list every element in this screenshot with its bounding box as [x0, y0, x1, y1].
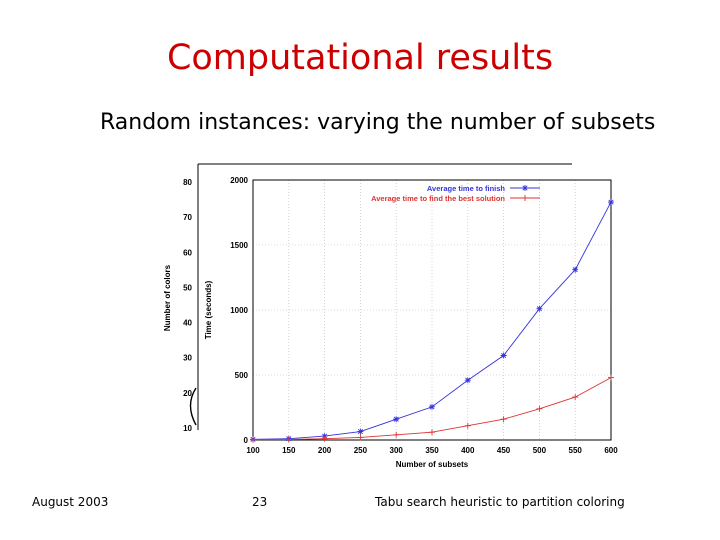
- data-point-finish: [536, 305, 543, 312]
- data-point-finish: [357, 428, 364, 435]
- y-tick-label: 500: [235, 371, 249, 380]
- slide-title: Computational results: [166, 38, 554, 78]
- x-tick-label: 500: [533, 446, 547, 455]
- data-point-finish: [429, 403, 435, 410]
- data-point-best: [572, 394, 579, 401]
- data-point-best: [608, 374, 614, 381]
- y-tick-label: 2000: [230, 176, 248, 185]
- data-point-finish: [608, 199, 614, 206]
- data-point-best: [250, 436, 256, 443]
- x-tick-label: 250: [354, 446, 368, 455]
- x-tick-label: 150: [282, 446, 296, 455]
- background-series-fragment: [189, 387, 197, 426]
- x-tick-label: 600: [604, 446, 618, 455]
- x-tick-label: 300: [390, 446, 404, 455]
- plot-frame: [252, 179, 612, 441]
- data-point-best: [429, 429, 435, 436]
- y-tick-label: 0: [244, 436, 249, 445]
- data-point-best: [393, 431, 400, 438]
- plot-panel: [200, 172, 618, 456]
- background-y-tick-label: 60: [183, 248, 192, 257]
- x-tick-label: 550: [569, 446, 583, 455]
- background-y-tick-label: 10: [183, 424, 192, 433]
- data-point-finish: [393, 416, 400, 423]
- background-y-axis-label: Number of colors: [163, 264, 172, 331]
- legend-label: Average time to finish: [427, 184, 505, 193]
- data-point-best: [285, 436, 292, 443]
- data-point-best: [536, 405, 543, 412]
- data-point-finish: [572, 266, 579, 273]
- background-y-tick-label: 20: [183, 389, 192, 398]
- data-point-best: [357, 434, 364, 441]
- x-tick-label: 100: [246, 446, 260, 455]
- legend-label: Average time to find the best solution: [371, 194, 505, 203]
- background-y-tick-label: 70: [183, 213, 192, 222]
- data-point-best: [500, 416, 507, 423]
- page-number: 23: [252, 495, 268, 509]
- x-tick-label: 450: [497, 446, 511, 455]
- footer-date: August 2003: [32, 495, 109, 509]
- legend-marker: [522, 195, 528, 201]
- slide-subtitle: Random instances: varying the number of …: [100, 110, 656, 135]
- background-y-tick-label: 30: [183, 354, 192, 363]
- x-tick-label: 400: [461, 446, 475, 455]
- background-y-tick-label: 40: [183, 319, 192, 328]
- footer-title: Tabu search heuristic to partition color…: [375, 495, 625, 509]
- data-point-best: [464, 422, 471, 429]
- x-tick-label: 200: [318, 446, 332, 455]
- data-point-finish: [500, 352, 507, 359]
- background-y-tick-label: 80: [183, 178, 192, 187]
- y-tick-label: 1500: [230, 241, 248, 250]
- y-tick-label: 1000: [230, 306, 248, 315]
- data-point-best: [321, 435, 328, 442]
- background-y-tick-label: 50: [183, 283, 192, 292]
- legend-marker: [522, 185, 528, 191]
- data-point-finish: [464, 377, 471, 384]
- x-axis-label: Number of subsets: [396, 460, 469, 469]
- x-tick-label: 350: [425, 446, 439, 455]
- y-axis-label: Time (seconds): [204, 280, 213, 339]
